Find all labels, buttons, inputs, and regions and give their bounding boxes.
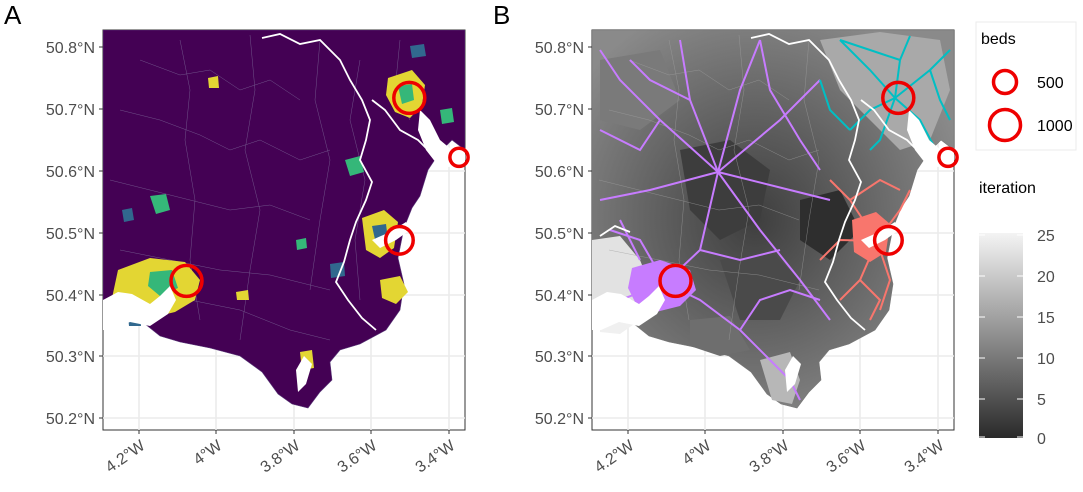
panel-label-a: A bbox=[4, 0, 22, 30]
axis-x-b: 4.2°W 4°W 3.8°W 3.6°W 3.4°W bbox=[592, 430, 948, 476]
devon-map-region-a bbox=[103, 30, 465, 409]
estuary-plymouth-a bbox=[103, 286, 176, 330]
hospital-marker bbox=[658, 263, 693, 299]
x-tick-label-b: 3.6°W bbox=[824, 437, 870, 477]
legend-beds-marker-500 bbox=[991, 68, 1019, 96]
estuary-teign-a bbox=[372, 222, 410, 248]
y-tick-label-b: 50.5°N bbox=[535, 226, 584, 243]
x-tick-label-a: 4°W bbox=[191, 437, 226, 469]
estuary-exe-a bbox=[418, 110, 465, 168]
legend-iteration-tick: 0 bbox=[1037, 431, 1046, 448]
hospital-marker bbox=[881, 80, 916, 116]
y-tick-label-a: 50.8°N bbox=[46, 40, 95, 57]
legend-beds-label-1000: 1000 bbox=[1037, 118, 1073, 135]
axis-x-a: 4.2°W 4°W 3.8°W 3.6°W 3.4°W bbox=[103, 430, 459, 476]
x-tick-label-a: 4.2°W bbox=[103, 437, 149, 477]
legend-iteration-tick: 20 bbox=[1037, 269, 1055, 286]
hospital-marker bbox=[392, 80, 427, 116]
panel-a bbox=[102, 29, 470, 431]
lsoa-boundaries-a bbox=[109, 34, 411, 341]
axis-y-a: 50.8°N 50.7°N 50.6°N 50.5°N 50.4°N 50.3°… bbox=[46, 40, 103, 428]
estuary-dart-a bbox=[296, 356, 312, 392]
legend-beds: beds 500 1000 bbox=[975, 21, 1077, 151]
x-tick-label-b: 3.4°W bbox=[902, 437, 948, 477]
x-tick-label-a: 3.8°W bbox=[258, 437, 304, 477]
legend-iteration-tick: 10 bbox=[1037, 351, 1055, 368]
panel-label-b: B bbox=[493, 0, 510, 30]
x-tick-label-a: 3.4°W bbox=[413, 437, 459, 477]
y-tick-label-b: 50.6°N bbox=[535, 164, 584, 181]
x-tick-label-a: 3.6°W bbox=[335, 437, 381, 477]
y-tick-label-a: 50.3°N bbox=[46, 349, 95, 366]
estuary-dart-b bbox=[785, 356, 801, 392]
lsoa-boundaries-b bbox=[598, 34, 820, 341]
legend-iteration-tick: 25 bbox=[1037, 228, 1055, 245]
y-tick-label-a: 50.5°N bbox=[46, 226, 95, 243]
y-tick-label-b: 50.7°N bbox=[535, 102, 584, 119]
legend-beds-label-500: 500 bbox=[1037, 75, 1064, 92]
hospital-markers-a bbox=[169, 80, 470, 299]
x-tick-label-b: 4°W bbox=[680, 437, 715, 469]
devon-map-region-b bbox=[592, 30, 954, 409]
panel-b bbox=[591, 29, 959, 431]
y-tick-label-b: 50.8°N bbox=[535, 40, 584, 57]
y-tick-label-a: 50.2°N bbox=[46, 411, 95, 428]
x-tick-label-b: 4.2°W bbox=[592, 437, 638, 477]
estuary-exe-b bbox=[907, 110, 954, 168]
y-tick-label-a: 50.6°N bbox=[46, 164, 95, 181]
legend-iteration-colorbar bbox=[979, 233, 1023, 438]
hospital-marker bbox=[169, 263, 204, 299]
district-boundaries-b bbox=[599, 33, 918, 331]
hospital-marker bbox=[383, 224, 415, 256]
hospital-markers-b bbox=[658, 80, 959, 299]
y-tick-label-a: 50.7°N bbox=[46, 102, 95, 119]
legend-iteration-tick: 5 bbox=[1037, 392, 1046, 409]
hospital-marker bbox=[448, 146, 470, 169]
hospital-marker bbox=[937, 146, 959, 169]
y-tick-label-b: 50.4°N bbox=[535, 288, 584, 305]
x-tick-label-b: 3.8°W bbox=[747, 437, 793, 477]
legend-beds-marker-1000 bbox=[987, 107, 1023, 143]
legend-iteration-tick: 15 bbox=[1037, 310, 1055, 327]
estuary-plymouth-b bbox=[592, 286, 665, 330]
y-tick-label-a: 50.4°N bbox=[46, 288, 95, 305]
legend-iteration: iteration 25 20 15 10 5 0 bbox=[979, 180, 1055, 448]
district-boundaries-a bbox=[261, 33, 429, 331]
hospital-marker bbox=[872, 224, 904, 256]
estuary-teign-b bbox=[861, 222, 899, 248]
y-tick-label-b: 50.3°N bbox=[535, 349, 584, 366]
legend-iteration-title: iteration bbox=[979, 180, 1036, 197]
y-tick-label-b: 50.2°N bbox=[535, 411, 584, 428]
legend-beds-title: beds bbox=[981, 31, 1016, 48]
axis-y-b: 50.8°N 50.7°N 50.6°N 50.5°N 50.4°N 50.3°… bbox=[535, 40, 592, 428]
